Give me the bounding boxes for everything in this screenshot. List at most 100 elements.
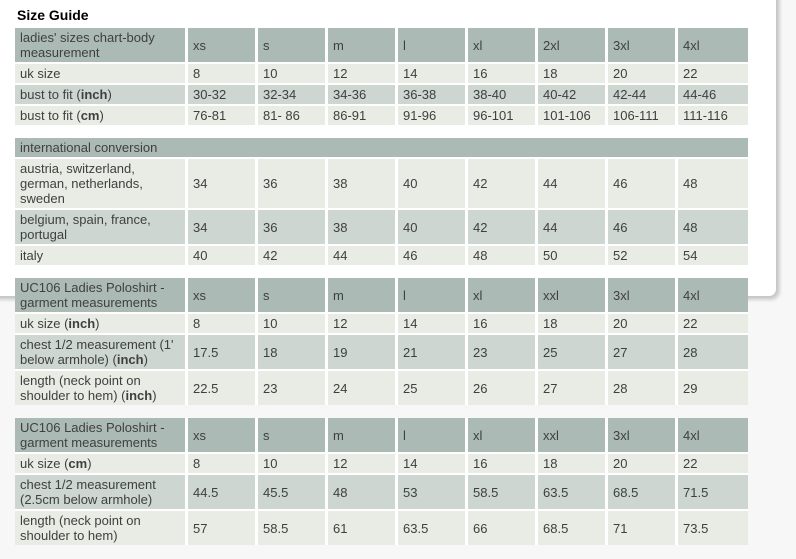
value-cell: 10 [258, 454, 328, 475]
value-cell: 34 [188, 159, 258, 210]
size-column-header-cell: xs [188, 28, 258, 64]
row-label-cell: length (neck point on shoulder to hem) (… [15, 371, 188, 405]
table-row: italy 40 42 44 46 48 50 52 54 [15, 246, 748, 265]
value-cell: 14 [398, 64, 468, 85]
table-label-header-cell: ladies' sizes chart-body measurement [15, 28, 188, 64]
value-cell: 23 [468, 335, 538, 371]
value-cell: 63.5 [398, 511, 468, 545]
value-cell: 36 [258, 210, 328, 246]
value-cell: 111-116 [678, 106, 748, 125]
table-header-row: international conversion [15, 138, 748, 159]
row-label-cell: chest 1/2 measurement (2.5cm below armho… [15, 475, 188, 511]
value-cell: 44 [328, 246, 398, 265]
value-cell: 58.5 [468, 475, 538, 511]
value-cell: 44-46 [678, 85, 748, 106]
size-column-header-cell: xxl [538, 278, 608, 314]
value-cell: 20 [608, 314, 678, 335]
value-cell: 58.5 [258, 511, 328, 545]
value-cell: 22 [678, 454, 748, 475]
value-cell: 19 [328, 335, 398, 371]
size-column-header-cell: 3xl [608, 278, 678, 314]
value-cell: 50 [538, 246, 608, 265]
size-column-header-cell: l [398, 28, 468, 64]
table-label-header-cell: UC106 Ladies Poloshirt - garment measure… [15, 278, 188, 314]
value-cell: 21 [398, 335, 468, 371]
table-row: bust to fit (inch) 30-32 32-34 34-36 36-38 38… [15, 85, 748, 106]
value-cell: 20 [608, 64, 678, 85]
size-column-header-cell: m [328, 278, 398, 314]
page-title: Size Guide [17, 7, 89, 23]
value-cell: 76-81 [188, 106, 258, 125]
value-cell: 34 [188, 210, 258, 246]
table-row: bust to fit (cm) 76-81 81- 86 86-91 91-96 96-… [15, 106, 748, 125]
value-cell: 91-96 [398, 106, 468, 125]
size-table-body-measurement: ladies' sizes chart-body measurement xs s m… [15, 28, 748, 125]
value-cell: 18 [538, 64, 608, 85]
size-column-header-cell: 4xl [678, 28, 748, 64]
value-cell: 10 [258, 64, 328, 85]
value-cell: 25 [398, 371, 468, 405]
size-column-header-cell: s [258, 418, 328, 454]
size-column-header-cell: xs [188, 418, 258, 454]
table-row: uk size (cm) 8 10 12 14 16 18 20 22 [15, 454, 748, 475]
value-cell: 86-91 [328, 106, 398, 125]
row-label-cell: belgium, spain, france, portugal [15, 210, 188, 246]
table-header-row: ladies' sizes chart-body measurement xs s m… [15, 28, 748, 64]
value-cell: 18 [538, 314, 608, 335]
value-cell: 16 [468, 454, 538, 475]
value-cell: 57 [188, 511, 258, 545]
value-cell: 63.5 [538, 475, 608, 511]
value-cell: 66 [468, 511, 538, 545]
value-cell: 14 [398, 454, 468, 475]
size-column-header-cell: s [258, 28, 328, 64]
value-cell: 44.5 [188, 475, 258, 511]
value-cell: 52 [608, 246, 678, 265]
table-row: length (neck point on shoulder to hem) 57… [15, 511, 748, 545]
value-cell: 40 [398, 159, 468, 210]
size-column-header-cell: m [328, 418, 398, 454]
row-label-cell: bust to fit (inch) [15, 85, 188, 106]
value-cell: 45.5 [258, 475, 328, 511]
size-column-header-cell: 2xl [538, 28, 608, 64]
value-cell: 48 [468, 246, 538, 265]
value-cell: 26 [468, 371, 538, 405]
value-cell: 27 [608, 335, 678, 371]
row-label-cell: austria, switzerland, german, netherland… [15, 159, 188, 210]
value-cell: 22 [678, 64, 748, 85]
value-cell: 8 [188, 454, 258, 475]
value-cell: 32-34 [258, 85, 328, 106]
value-cell: 36 [258, 159, 328, 210]
value-cell: 24 [328, 371, 398, 405]
value-cell: 46 [398, 246, 468, 265]
value-cell: 96-101 [468, 106, 538, 125]
value-cell: 54 [678, 246, 748, 265]
size-column-header-cell: 3xl [608, 28, 678, 64]
row-label-cell: length (neck point on shoulder to hem) [15, 511, 188, 545]
table-label-header-cell: UC106 Ladies Poloshirt - garment measure… [15, 418, 188, 454]
value-cell: 42 [258, 246, 328, 265]
value-cell: 42 [468, 159, 538, 210]
value-cell: 68.5 [608, 475, 678, 511]
size-column-header-cell: l [398, 278, 468, 314]
value-cell: 42-44 [608, 85, 678, 106]
value-cell: 36-38 [398, 85, 468, 106]
table-row: uk size 8 10 12 14 16 18 20 22 [15, 64, 748, 85]
value-cell: 27 [538, 371, 608, 405]
value-cell: 71.5 [678, 475, 748, 511]
size-column-header-cell: 4xl [678, 278, 748, 314]
value-cell: 29 [678, 371, 748, 405]
value-cell: 10 [258, 314, 328, 335]
value-cell: 25 [538, 335, 608, 371]
table-row: chest 1/2 measurement (2.5cm below armho… [15, 475, 748, 511]
value-cell: 23 [258, 371, 328, 405]
size-column-header-cell: l [398, 418, 468, 454]
value-cell: 34-36 [328, 85, 398, 106]
value-cell: 68.5 [538, 511, 608, 545]
table-header-row: UC106 Ladies Poloshirt - garment measure… [15, 418, 748, 454]
table-title-cell: international conversion [15, 138, 748, 159]
value-cell: 28 [678, 335, 748, 371]
value-cell: 48 [678, 210, 748, 246]
value-cell: 44 [538, 210, 608, 246]
size-column-header-cell: xl [468, 418, 538, 454]
